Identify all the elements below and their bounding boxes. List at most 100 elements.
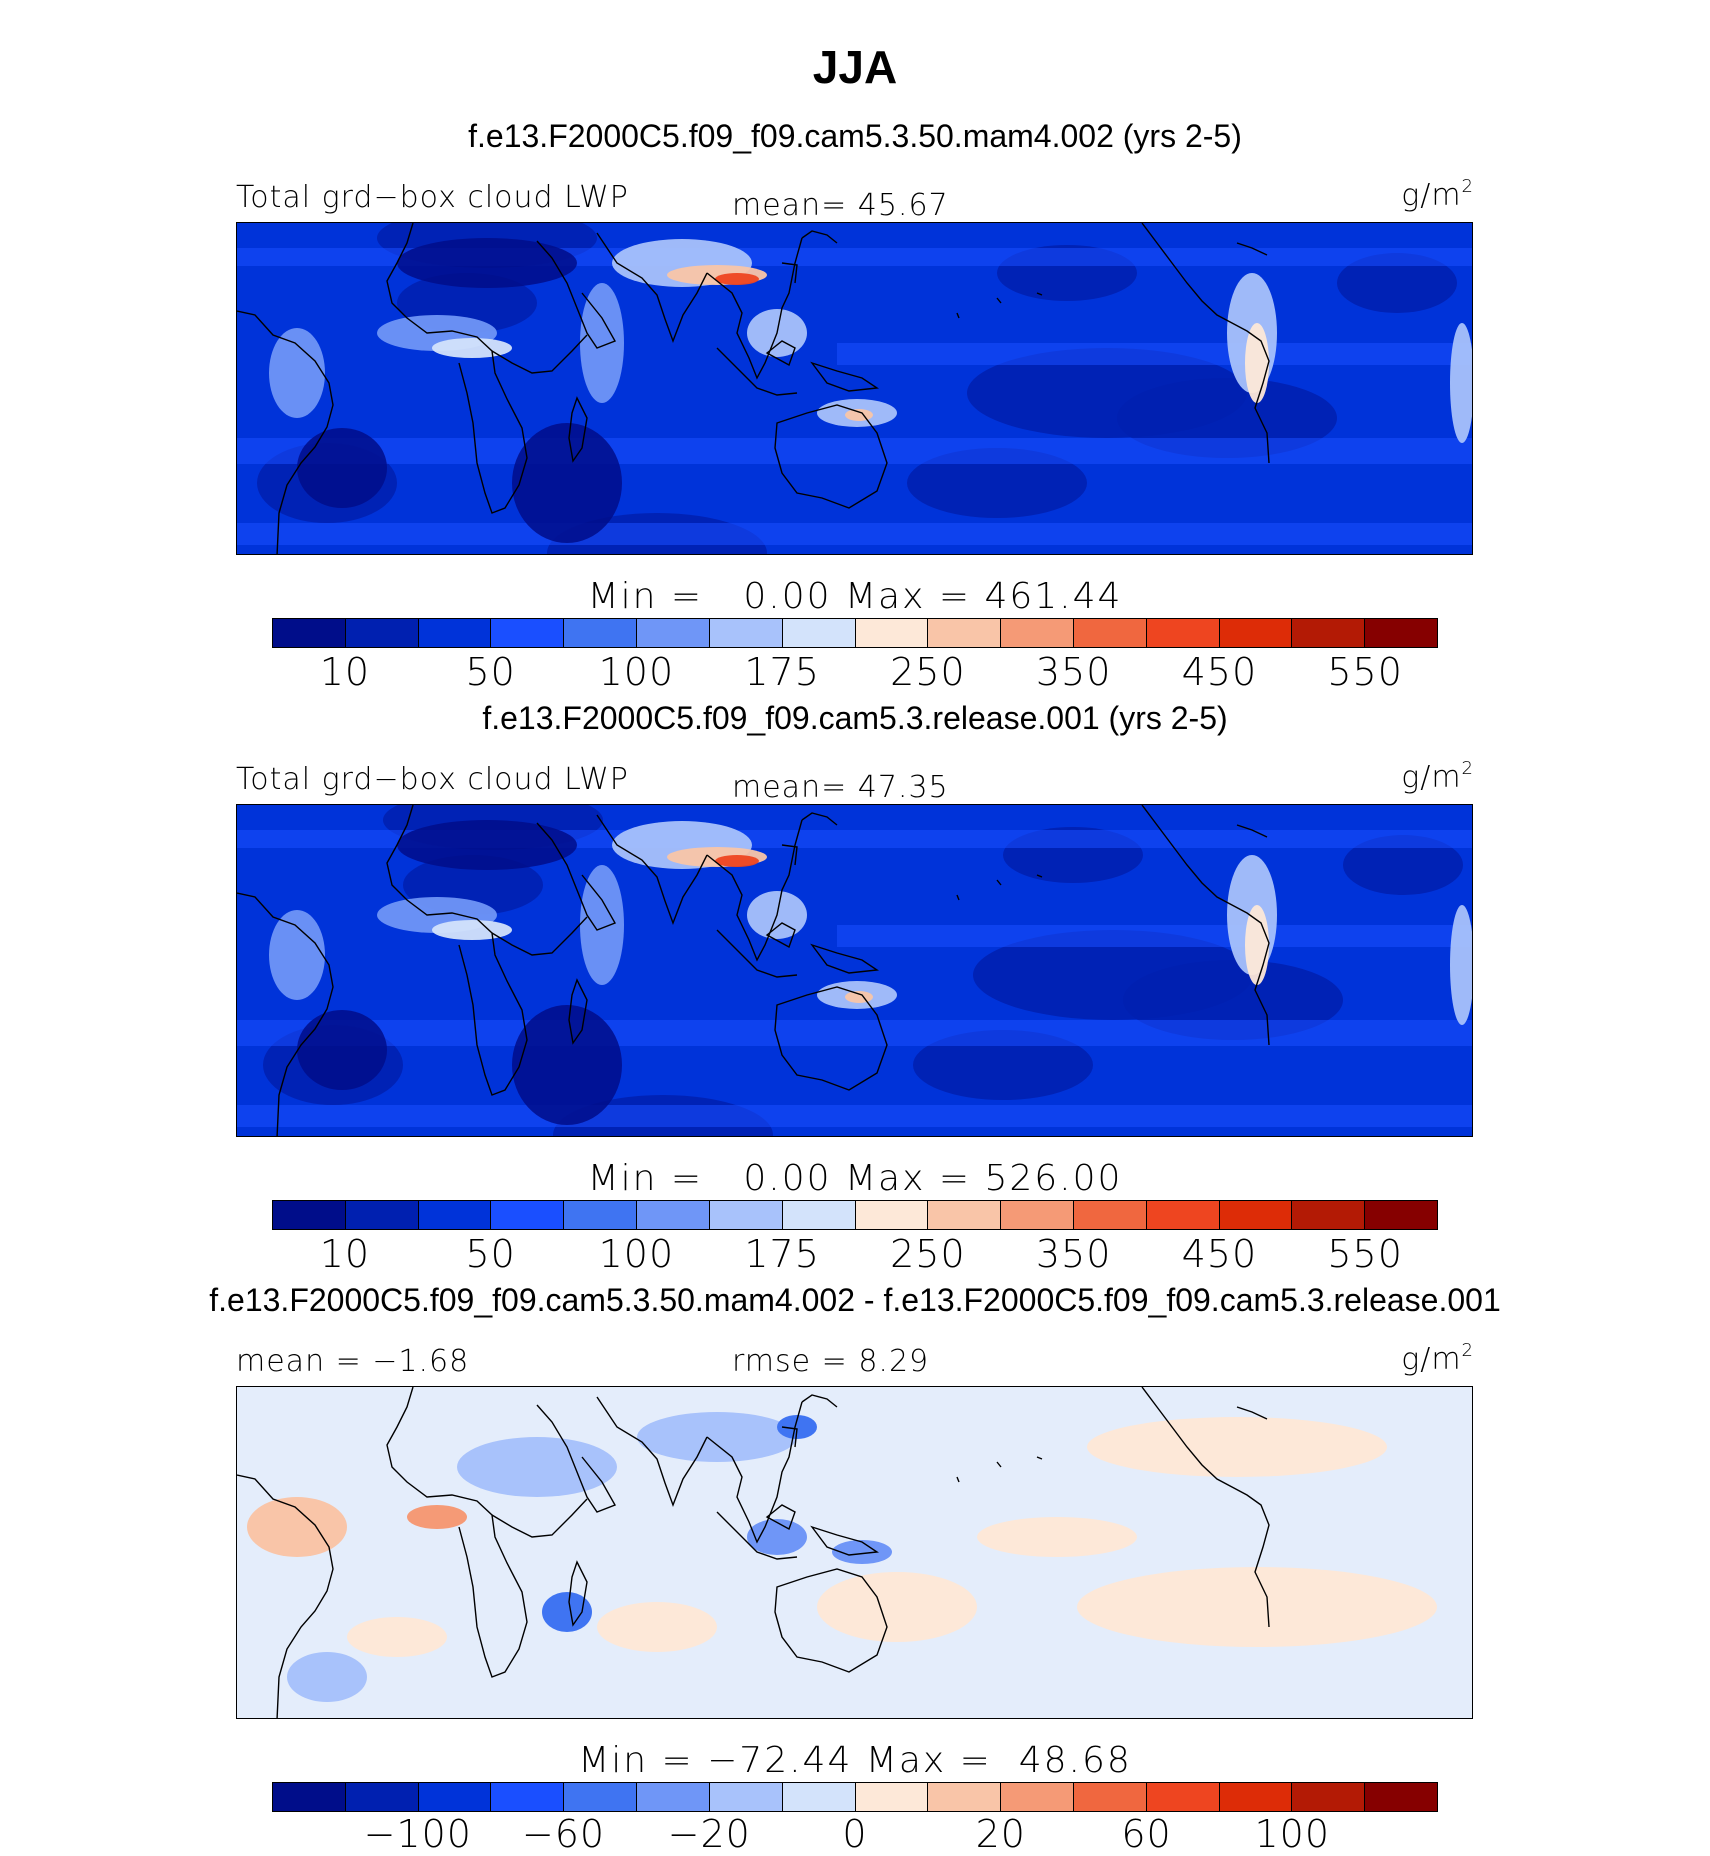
colorbar-swatch <box>1146 1783 1220 1811</box>
negative-difference-region <box>832 1540 892 1564</box>
low-lwp-region <box>907 448 1087 518</box>
coastline <box>774 404 888 509</box>
panel-2-variable-label: Total grd−box cloud LWP <box>236 762 629 797</box>
moist-band <box>237 523 1472 545</box>
coastline <box>536 240 617 349</box>
coastline <box>568 1560 588 1627</box>
colorbar-tick-label: 20 <box>975 1812 1026 1856</box>
colorbar-swatch <box>1365 1201 1437 1229</box>
colorbar-swatch <box>1219 619 1293 647</box>
colorbar-swatch <box>1073 1783 1147 1811</box>
moist-band <box>237 1020 1472 1046</box>
panel-2-mean-label: mean= 47.35 <box>732 770 949 805</box>
coastline <box>237 892 334 1136</box>
coastline <box>801 230 838 244</box>
negative-difference-region <box>777 1415 817 1439</box>
convective-lwp-region <box>580 865 624 985</box>
panel-3-mean-label: mean = −1.68 <box>236 1344 470 1379</box>
colorbar-tick-label: 0 <box>842 1812 868 1856</box>
colorbar-tick-label: 50 <box>465 650 516 694</box>
colorbar-tick-label: 100 <box>598 650 675 694</box>
dry-region <box>512 1005 622 1125</box>
convective-lwp-region <box>1450 905 1472 1025</box>
coastline <box>765 340 796 367</box>
colorbar-tick-label: 250 <box>890 1232 966 1276</box>
positive-difference-region <box>1077 1567 1437 1647</box>
panel-3-units: g/m2 <box>1401 1340 1474 1377</box>
coastline <box>956 874 1043 901</box>
coastline <box>237 1474 334 1718</box>
dry-region <box>397 820 577 870</box>
colorbar-swatch <box>1292 619 1366 647</box>
coastline <box>810 943 879 974</box>
colorbar-swatch <box>1073 619 1147 647</box>
colorbar-swatch <box>709 619 783 647</box>
panel-2-map <box>236 804 1473 1137</box>
panel-1-colorbar-ticks: 10 50 100 175 250 350 450 550 <box>272 650 1438 694</box>
coastline <box>765 1504 796 1531</box>
panel-3-colorbar <box>272 1782 1438 1812</box>
convective-lwp-region <box>580 283 624 403</box>
moist-band <box>837 925 1472 947</box>
coastline <box>596 1396 708 1507</box>
colorbar-tick-label: 550 <box>1327 1232 1403 1276</box>
convective-lwp-region <box>845 991 873 1003</box>
coastline <box>491 916 588 956</box>
negative-difference-region <box>637 1412 797 1462</box>
convective-lwp-region <box>715 855 759 867</box>
panel-3-minmax: Min = −72.44 Max = 48.68 <box>578 1740 1132 1781</box>
colorbar-tick-label: 10 <box>319 1232 371 1276</box>
colorbar-swatch <box>491 1783 565 1811</box>
colorbar-swatch <box>1073 1201 1147 1229</box>
coastline <box>596 814 708 925</box>
coastline <box>568 978 588 1045</box>
coastline <box>956 1456 1043 1483</box>
colorbar-tick-label: 100 <box>598 1232 675 1276</box>
positive-difference-region <box>817 1572 977 1642</box>
coastline <box>716 1511 798 1560</box>
colorbar-swatch <box>1001 619 1074 647</box>
panel-2-units: g/m2 <box>1401 758 1474 795</box>
panel-2-colorbar <box>272 1200 1438 1230</box>
coastline <box>781 1426 798 1448</box>
colorbar-swatch <box>1001 1783 1074 1811</box>
colorbar-swatch <box>273 1783 346 1811</box>
figure-title: JJA <box>812 41 898 93</box>
coastline <box>781 262 798 284</box>
colorbar-swatch <box>782 619 856 647</box>
low-lwp-region <box>1337 253 1457 313</box>
colorbar-tick-label: 10 <box>319 650 371 694</box>
dry-region <box>512 423 622 543</box>
colorbar-swatch <box>564 1201 638 1229</box>
colorbar-swatch <box>782 1783 856 1811</box>
coastline <box>386 223 528 514</box>
colorbar-swatch <box>418 1783 492 1811</box>
colorbar-tick-label: 175 <box>744 1232 820 1276</box>
coastline <box>801 1394 838 1408</box>
dry-region <box>397 238 577 288</box>
coastline <box>801 812 838 826</box>
coastline <box>536 1404 617 1513</box>
moist-band <box>237 438 1472 464</box>
coastline <box>1236 1406 1268 1420</box>
coastline <box>1141 805 1270 1046</box>
colorbar-tick-label: 350 <box>1035 650 1112 694</box>
coastline <box>386 1387 528 1678</box>
coastline <box>810 1525 879 1556</box>
negative-difference-region <box>457 1437 617 1497</box>
colorbar-swatch <box>637 619 710 647</box>
coastline <box>706 237 803 380</box>
colorbar-swatch <box>782 1201 856 1229</box>
colorbar-tick-label: −60 <box>521 1812 606 1856</box>
colorbar-tick-label: 50 <box>465 1232 516 1276</box>
coastline <box>956 292 1043 319</box>
colorbar-swatch <box>1365 1783 1437 1811</box>
colorbar-swatch <box>1219 1783 1293 1811</box>
coastline <box>1141 1387 1270 1628</box>
coastline <box>774 986 888 1091</box>
colorbar-tick-label: −100 <box>363 1812 472 1856</box>
colorbar-swatch <box>491 1201 565 1229</box>
colorbar-swatch <box>928 619 1002 647</box>
convective-lwp-region <box>1450 323 1472 443</box>
colorbar-swatch <box>637 1201 710 1229</box>
